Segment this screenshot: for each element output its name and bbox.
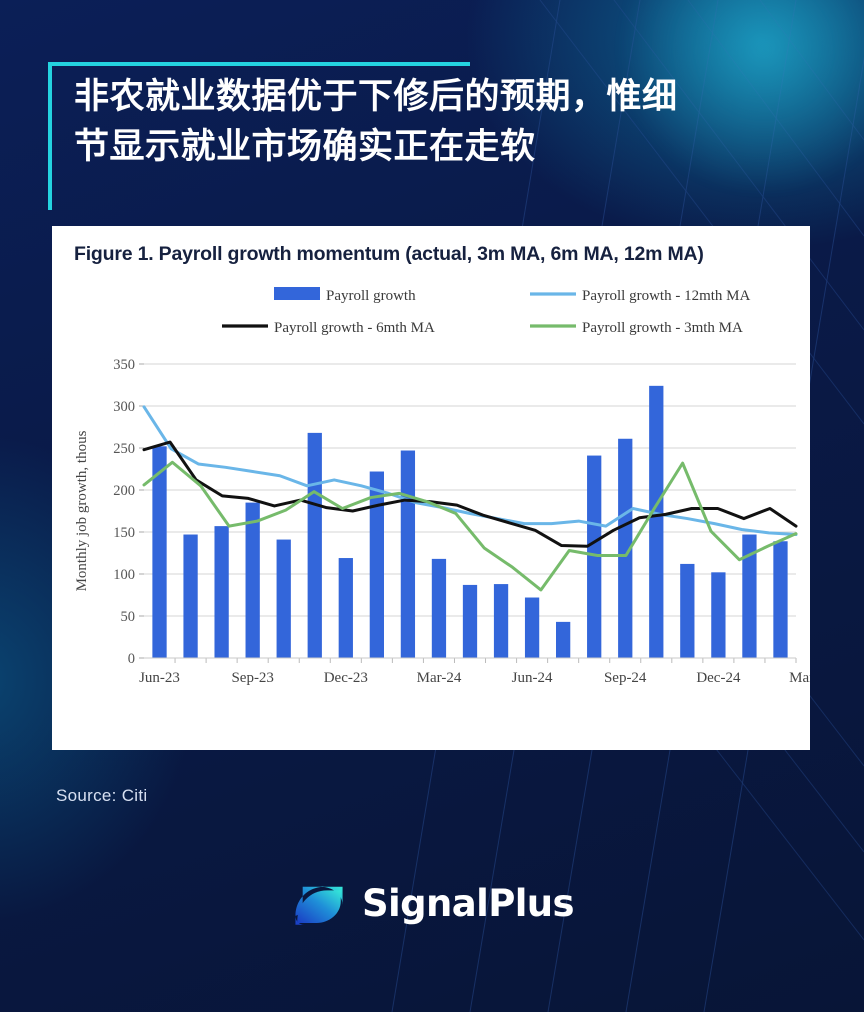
legend-label: Payroll growth - 3mth MA	[582, 320, 743, 336]
chart-bar	[773, 540, 788, 658]
accent-bracket-horizontal	[48, 62, 470, 66]
legend-label: Payroll growth	[326, 288, 416, 304]
legend-label: Payroll growth - 12mth MA	[582, 288, 750, 304]
payroll-growth-chart: Payroll growth Payroll growth - 12mth MA P…	[74, 286, 810, 686]
chart-bar	[524, 597, 540, 658]
chart-bar	[587, 455, 602, 658]
x-tick-label: Dec-24	[696, 670, 741, 686]
chart-bar	[742, 534, 757, 658]
chart-bar	[493, 583, 509, 658]
chart-line	[142, 440, 798, 548]
y-tick-label: 350	[113, 357, 135, 373]
chart-bar	[152, 446, 167, 658]
chart-line	[142, 405, 798, 536]
x-tick-label: Jun-23	[139, 670, 180, 686]
y-tick-label: 300	[113, 399, 135, 415]
x-tick-label: Mar-25	[789, 670, 810, 686]
chart-bar	[680, 563, 695, 658]
y-tick-label: 50	[121, 609, 136, 625]
chart-plot-area: Payroll growth Payroll growth - 12mth MA P…	[52, 268, 810, 708]
chart-bar	[338, 557, 353, 658]
legend-swatch	[274, 286, 320, 300]
chart-bar	[556, 621, 571, 658]
chart-bar	[307, 432, 322, 658]
chart-line	[142, 460, 798, 592]
y-tick-label: 200	[113, 483, 135, 499]
y-tick-label: 100	[113, 567, 135, 583]
x-tick-label: Sep-23	[231, 670, 274, 686]
y-tick-label: 150	[113, 525, 135, 541]
chart-bar	[649, 385, 664, 658]
chart-bar	[400, 450, 416, 658]
y-tick-label: 250	[113, 441, 135, 457]
chart-bar	[462, 584, 478, 658]
chart-bar	[276, 539, 291, 658]
chart-bar	[214, 525, 229, 658]
chart-bar	[618, 438, 633, 658]
headline-block: 非农就业数据优于下修后的预期，惟细 节显示就业市场确实正在走软	[48, 58, 818, 210]
page-title: 非农就业数据优于下修后的预期，惟细 节显示就业市场确实正在走软	[48, 58, 818, 172]
headline-line-2: 节显示就业市场确实正在走软	[74, 127, 536, 168]
chart-bar	[183, 534, 198, 658]
x-tick-label: Sep-24	[604, 670, 647, 686]
y-axis-title: Monthly job growth, thous	[74, 430, 90, 591]
figure-title: Figure 1. Payroll growth momentum (actua…	[74, 243, 704, 265]
accent-bracket-vertical	[48, 62, 52, 210]
x-tick-label: Dec-23	[324, 670, 368, 686]
legend-label: Payroll growth - 6mth MA	[274, 320, 435, 336]
chart-bar	[711, 572, 726, 658]
x-tick-label: Jun-24	[512, 670, 553, 686]
chart-bar	[431, 558, 447, 658]
brand-name: SignalPlus	[362, 881, 575, 925]
chart-bar	[245, 502, 260, 658]
y-tick-label: 0	[128, 651, 135, 667]
source-label: Source: Citi	[56, 786, 148, 805]
headline-line-1: 非农就业数据优于下修后的预期，惟细	[74, 77, 678, 117]
chart-card: Figure 1. Payroll growth momentum (actua…	[52, 226, 810, 750]
chart-bar	[369, 471, 384, 658]
signalplus-wave-icon	[295, 886, 343, 925]
x-tick-label: Mar-24	[417, 670, 462, 686]
brand-logo: SignalPlus	[0, 874, 864, 932]
